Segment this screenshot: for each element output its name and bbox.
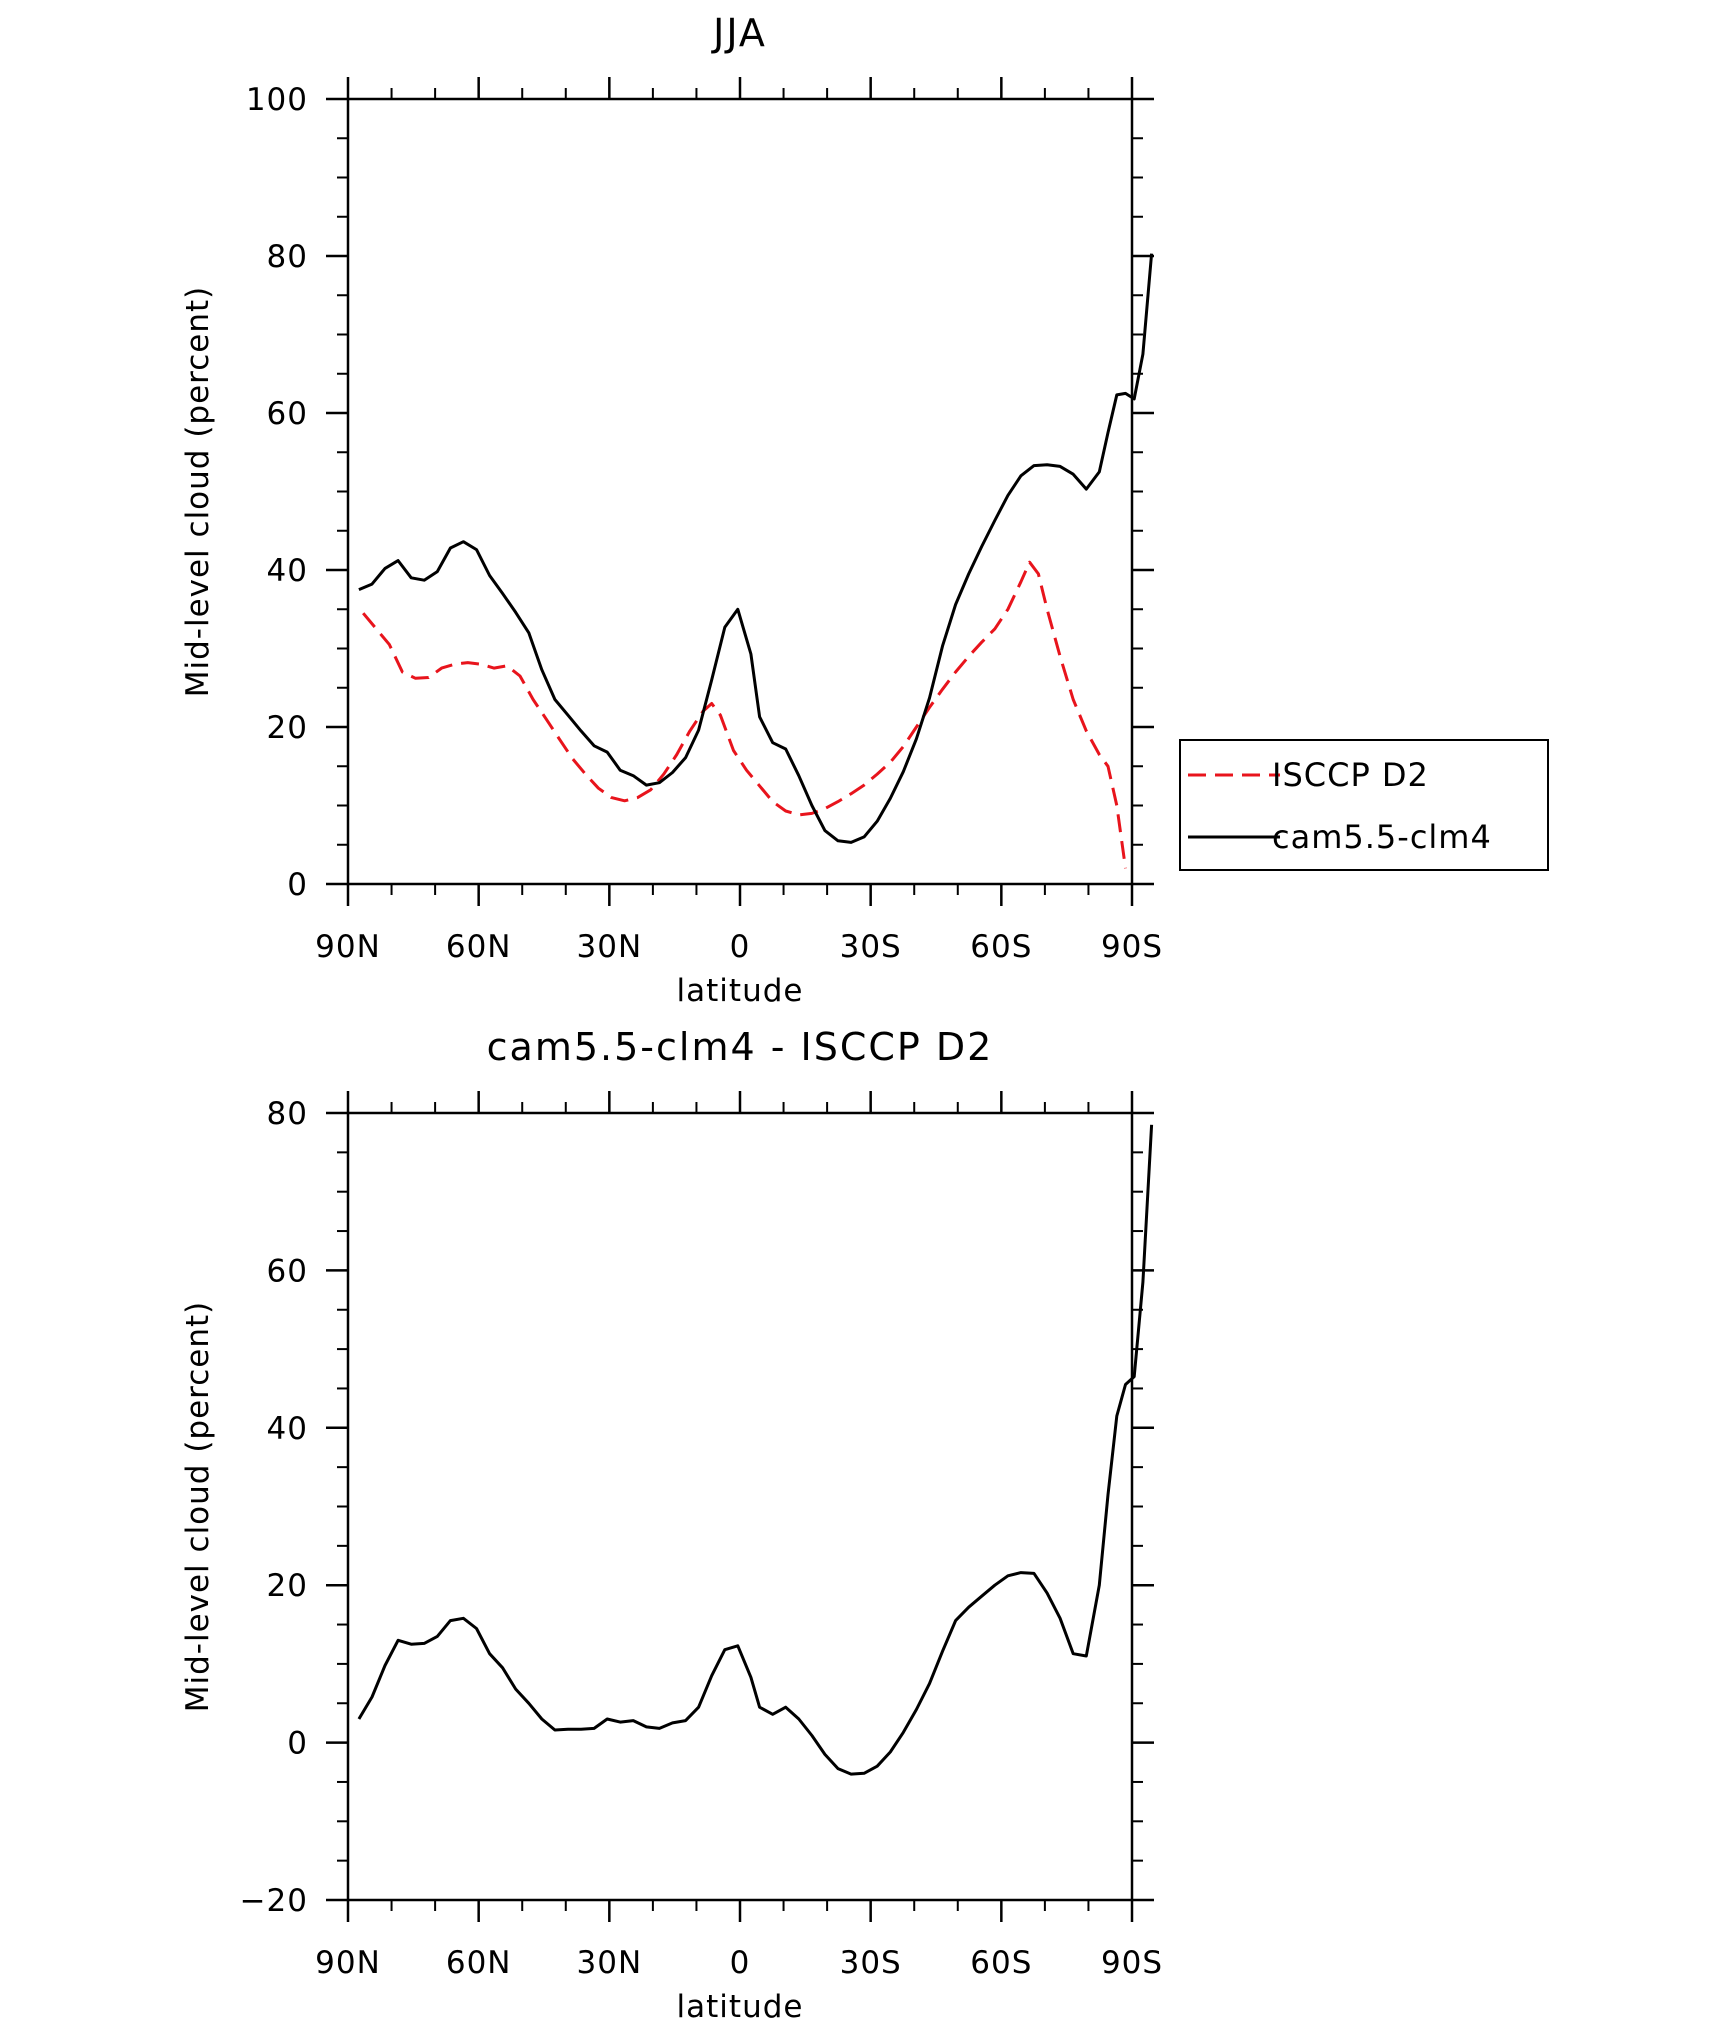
y-axis-label: Mid-level cloud (percent) [180,1301,216,1713]
chart-title: cam5.5-clm4 - ISCCP D2 [487,1025,994,1069]
legend-box [1179,739,1549,871]
plot-frame [346,97,1134,886]
x-tick-label: 60S [970,1945,1032,1981]
y-tick-label: 0 [287,1726,308,1762]
series-line-0 [357,1124,1154,1776]
y-tick-label: −20 [240,1883,308,1919]
x-tick-label: 30S [840,1945,902,1981]
x-tick-label: 90N [315,929,381,965]
y-axis-label: Mid-level cloud (percent) [180,286,216,698]
plot-frame [346,1111,1134,1902]
x-tick-label: 0 [730,929,751,965]
series-line-isccp-d2 [362,560,1127,869]
y-tick-label: 40 [267,553,308,589]
x-tick-label: 30N [577,1945,643,1981]
x-tick-label: 90S [1101,929,1163,965]
y-tick-label: 40 [267,1411,308,1447]
top-chart-panel: JJA 0 20 40 60 80 100 90N 60N 30N 0 30S 60S 90S latitu… [180,11,1549,1009]
x-tick-label: 30S [840,929,902,965]
y-tick-label: 60 [267,396,308,432]
chart-title: JJA [711,11,767,55]
x-tick-label: 90S [1101,1945,1163,1981]
x-tick-label: 30N [577,929,643,965]
y-tick-label: 80 [267,1096,308,1132]
y-tick-label: 20 [267,710,308,746]
series-line-cam5-5-clm4 [358,253,1154,844]
y-tick-label: 100 [246,82,308,118]
legend-label: ISCCP D2 [1272,756,1429,794]
y-tick-label: 80 [267,239,308,275]
x-axis-label: latitude [677,973,804,1009]
y-tick-label: 0 [287,867,308,903]
bottom-chart-panel: cam5.5-clm4 - ISCCP D2 −20 0 20 40 60 80 90N 60N… [180,1025,1163,2021]
x-tick-label: 60N [446,1945,512,1981]
x-tick-label: 0 [730,1945,751,1981]
y-tick-label: 60 [267,1253,308,1289]
y-tick-label: 20 [267,1568,308,1604]
legend-label: cam5.5-clm4 [1272,818,1492,856]
x-axis-label: latitude [677,1989,804,2021]
x-tick-label: 90N [315,1945,381,1981]
x-tick-label: 60N [446,929,512,965]
x-tick-label: 60S [970,929,1032,965]
